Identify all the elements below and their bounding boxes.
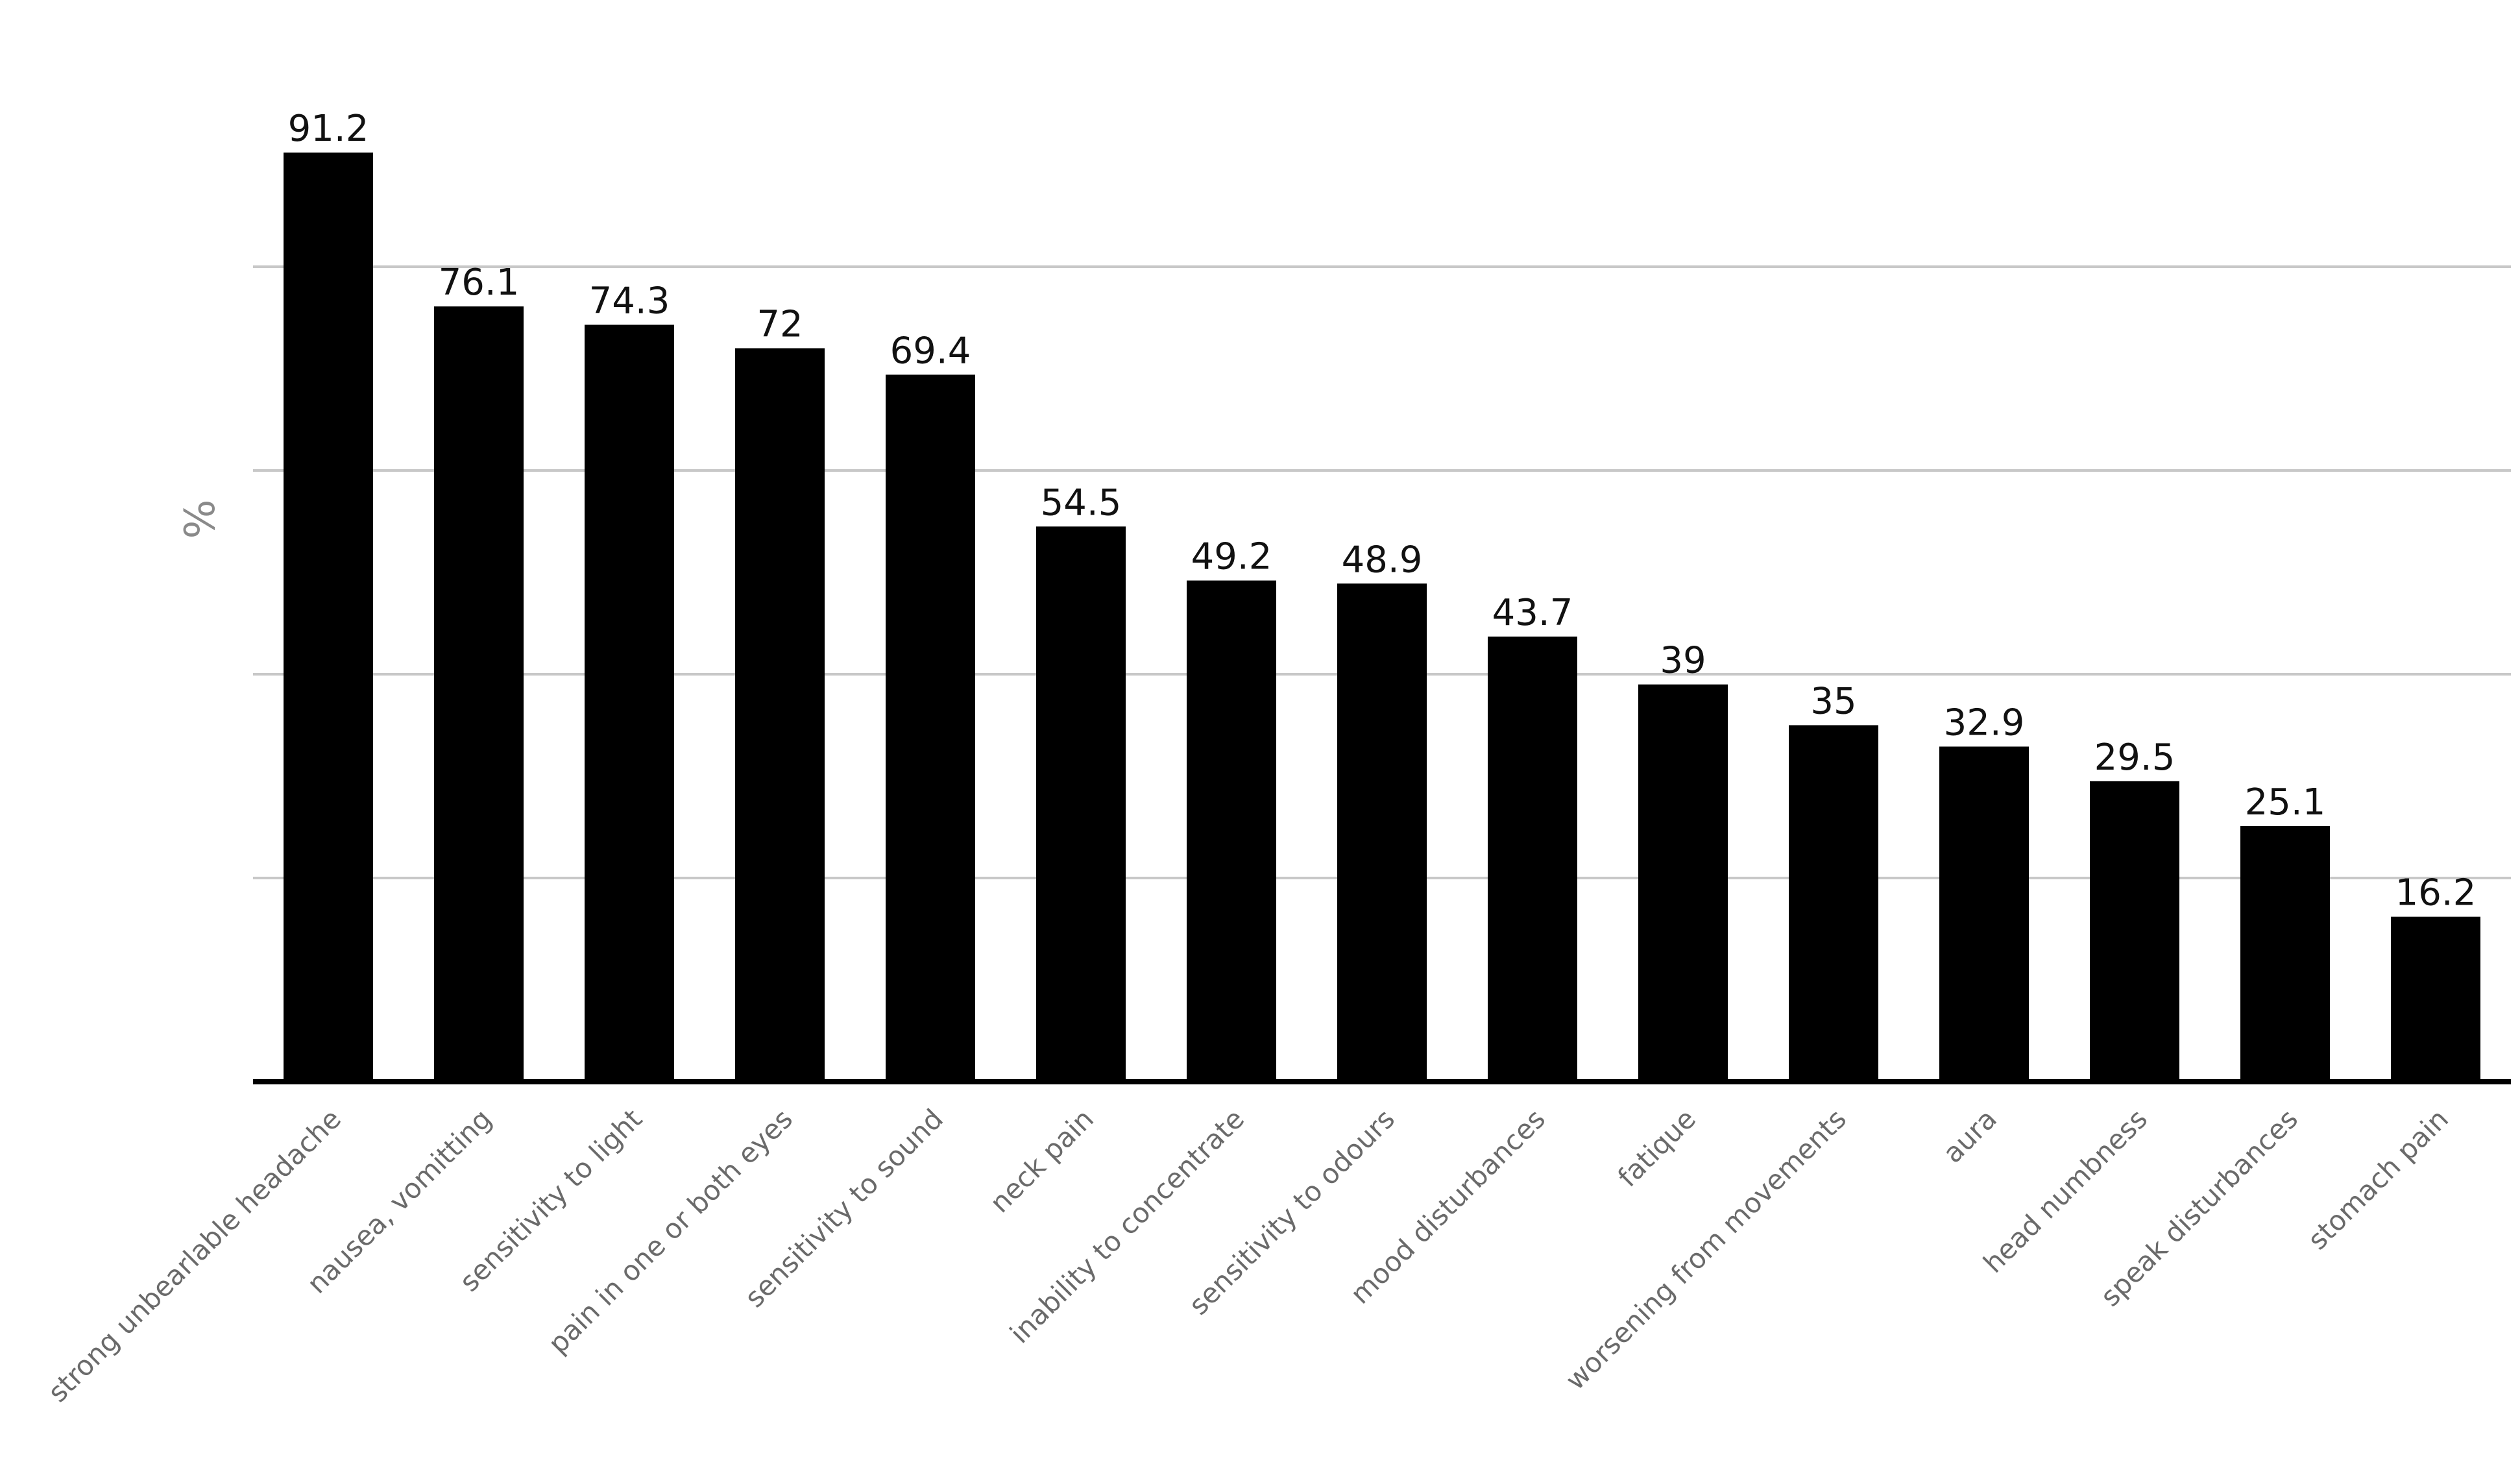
bar-value-label: 35 xyxy=(1810,681,1856,723)
bar xyxy=(1939,746,2029,1082)
bar-value-label: 32.9 xyxy=(1944,702,2025,744)
bar xyxy=(1638,684,1728,1082)
x-tick-label: head numbness xyxy=(1977,1103,2153,1279)
x-tick-label: stomach pain xyxy=(2301,1103,2454,1256)
bar-value-label: 76.1 xyxy=(439,262,520,304)
bar xyxy=(1488,636,1577,1082)
x-tick-label: pain in one or both eyes xyxy=(542,1103,799,1360)
bar-value-label: 49.2 xyxy=(1191,536,1272,578)
bar xyxy=(735,348,825,1082)
x-tick-label: neck pain xyxy=(984,1103,1100,1219)
value-labels: 91.2 76.1 74.3 72 69.4 54.5 49.2 48.9 43.7 39 35 32… xyxy=(288,108,2477,914)
bar xyxy=(2090,781,2179,1082)
bar-value-label: 48.9 xyxy=(1342,539,1423,581)
bar-value-label: 16.2 xyxy=(2395,872,2477,914)
bar xyxy=(2391,916,2480,1082)
bar xyxy=(434,306,524,1082)
bar-value-label: 69.4 xyxy=(890,330,971,372)
bar-value-label: 29.5 xyxy=(2094,737,2175,779)
bars xyxy=(284,152,2480,1082)
bar xyxy=(585,324,674,1082)
y-axis-label: % xyxy=(176,500,224,539)
bar-value-label: 74.3 xyxy=(589,280,670,322)
bar-value-label: 43.7 xyxy=(1492,592,1573,634)
bar xyxy=(2240,825,2330,1082)
x-tick-label: strong unbearlable headache xyxy=(42,1103,347,1408)
bar-value-label: 91.2 xyxy=(288,108,369,150)
bar xyxy=(1187,580,1276,1082)
bar xyxy=(1036,526,1126,1082)
bar xyxy=(284,152,373,1082)
x-tick-label: worsening from movements xyxy=(1559,1103,1852,1396)
bar-value-label: 39 xyxy=(1660,640,1706,682)
bar-value-label: 72 xyxy=(757,304,803,346)
x-tick-label: aura xyxy=(1937,1103,2003,1169)
bar-value-label: 54.5 xyxy=(1041,482,1122,524)
bar xyxy=(886,374,975,1082)
bar-value-label: 25.1 xyxy=(2245,781,2326,824)
bar xyxy=(1337,583,1427,1082)
bar xyxy=(1789,725,1878,1082)
x-tick-label: fatique xyxy=(1612,1103,1702,1193)
